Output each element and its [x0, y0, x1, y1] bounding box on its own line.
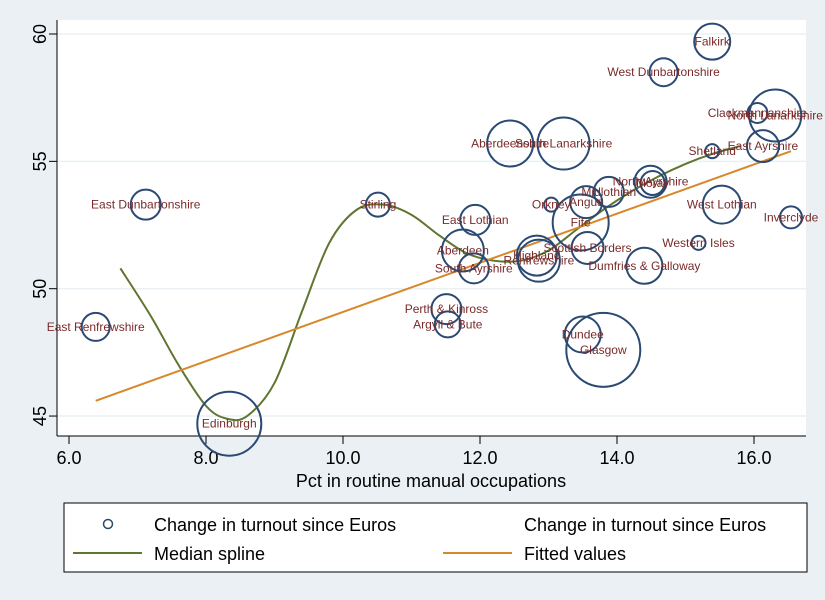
- point-label: Aberdeen: [437, 243, 489, 257]
- median-spline-line: [119, 145, 741, 422]
- y-tick-label: 45: [30, 406, 50, 426]
- point-label: West Dunbartonshire: [607, 65, 720, 79]
- point-label: Falkirk: [695, 35, 731, 49]
- y-tick-label: 55: [30, 151, 50, 171]
- point-label: Moray: [636, 176, 669, 190]
- point-label: Shetland: [689, 144, 736, 158]
- bubble-point: [693, 22, 732, 61]
- point-label: Western Isles: [662, 236, 734, 250]
- legend-box: [63, 502, 808, 573]
- bubble-point: [430, 293, 463, 326]
- turnout-bubbles-series: [80, 22, 803, 457]
- point-label: Clackmannanshire: [708, 106, 808, 120]
- bubble-point: [633, 164, 668, 199]
- point-label: Stirling: [360, 198, 397, 212]
- point-label: East Lothian: [442, 213, 509, 227]
- bubble-point: [778, 205, 803, 230]
- point-label: Perth & Kinross: [405, 302, 488, 316]
- point-label: Angus: [569, 195, 603, 209]
- bubble-point: [536, 116, 591, 171]
- point-label: West Lothian: [687, 198, 757, 212]
- legend-label-turnout: Change in turnout since Euros: [154, 515, 396, 535]
- point-label: Orkney: [532, 198, 571, 212]
- x-tick-label: 10.0: [325, 448, 360, 468]
- bubble-point: [486, 119, 535, 168]
- y-tick-label: 60: [30, 24, 50, 44]
- bubble-point: [433, 310, 462, 339]
- bubble-point: [516, 238, 561, 283]
- point-label: East Renfrewshire: [47, 320, 145, 334]
- fitted-values-line: [95, 150, 792, 402]
- x-tick-label: 6.0: [56, 448, 81, 468]
- point-label: Renfrewshire: [504, 254, 575, 268]
- point-label: Midlothian: [581, 185, 636, 199]
- bubble-point: [196, 390, 263, 457]
- bubble-point: [440, 228, 485, 273]
- x-tick-label: 14.0: [599, 448, 634, 468]
- legend: Change in turnout since Euros Change in …: [63, 502, 808, 573]
- point-label: Inverclyde: [764, 210, 819, 224]
- bubble-point: [364, 191, 391, 218]
- point-label: Scottish Borders: [544, 241, 632, 255]
- axes: [56, 20, 806, 437]
- bubble-point: [565, 311, 642, 388]
- bubble-point: [129, 188, 162, 221]
- point-label: Highland: [513, 249, 560, 263]
- x-tick-label: 8.0: [193, 448, 218, 468]
- bubble-point: [563, 315, 602, 354]
- point-label: East Dunbartonshire: [91, 198, 201, 212]
- bubble-point: [459, 203, 492, 236]
- bubble-point: [457, 252, 490, 285]
- bubble-point: [701, 184, 742, 225]
- x-axis-title: Pct in routine manual occupations: [296, 471, 566, 491]
- bubble-point: [690, 234, 707, 251]
- point-label: South Ayrshire: [435, 261, 513, 275]
- bubble-point: [569, 185, 604, 220]
- point-label: Fife: [571, 215, 591, 229]
- point-label: Edinburgh: [202, 417, 257, 431]
- point-label: Dundee: [562, 328, 604, 342]
- point-labels: East Dunbartonshire East Renfrewshire Edin…: [47, 35, 824, 431]
- median-spline-series: [119, 145, 741, 422]
- point-label: North Ayrshire: [613, 175, 689, 189]
- legend-label-fitted: Fitted values: [524, 544, 626, 564]
- bubble-point: [625, 246, 664, 285]
- bubble-point: [592, 175, 625, 208]
- bubble-point: [80, 311, 111, 342]
- bubble-point: [704, 143, 721, 160]
- x-tick-label: 12.0: [462, 448, 497, 468]
- point-label: Aberdeenshire: [471, 137, 549, 151]
- legend-marker-bubble: [102, 518, 114, 530]
- point-label: South Lanarkshire: [515, 137, 613, 151]
- fitted-values-series: [95, 150, 792, 402]
- point-label: East Ayrshire: [728, 139, 799, 153]
- plot-area: [57, 20, 806, 436]
- bubble-point: [570, 230, 605, 265]
- gridlines: [57, 33, 806, 417]
- point-label: Glasgow: [580, 343, 627, 357]
- bubble-point: [639, 169, 666, 196]
- bubble-point: [746, 101, 769, 124]
- legend-label-spline: Median spline: [154, 544, 265, 564]
- bubble-point: [551, 193, 610, 252]
- bubble-point: [648, 57, 679, 88]
- point-label: North Lanarkshire: [728, 109, 824, 123]
- y-tick-label: 50: [30, 279, 50, 299]
- x-tick-label: 16.0: [736, 448, 771, 468]
- point-label: Dumfries & Galloway: [588, 259, 700, 273]
- bubble-point: [745, 129, 780, 164]
- y-ticks: 45 50 55 60: [30, 24, 57, 426]
- bubble-point: [515, 234, 558, 277]
- bubble-point: [748, 88, 803, 143]
- x-ticks: 6.0 8.0 10.0 12.0 14.0 16.0: [56, 436, 772, 468]
- legend-label-turnout-2: Change in turnout since Euros: [524, 515, 766, 535]
- point-label: Argyll & Bute: [413, 317, 483, 331]
